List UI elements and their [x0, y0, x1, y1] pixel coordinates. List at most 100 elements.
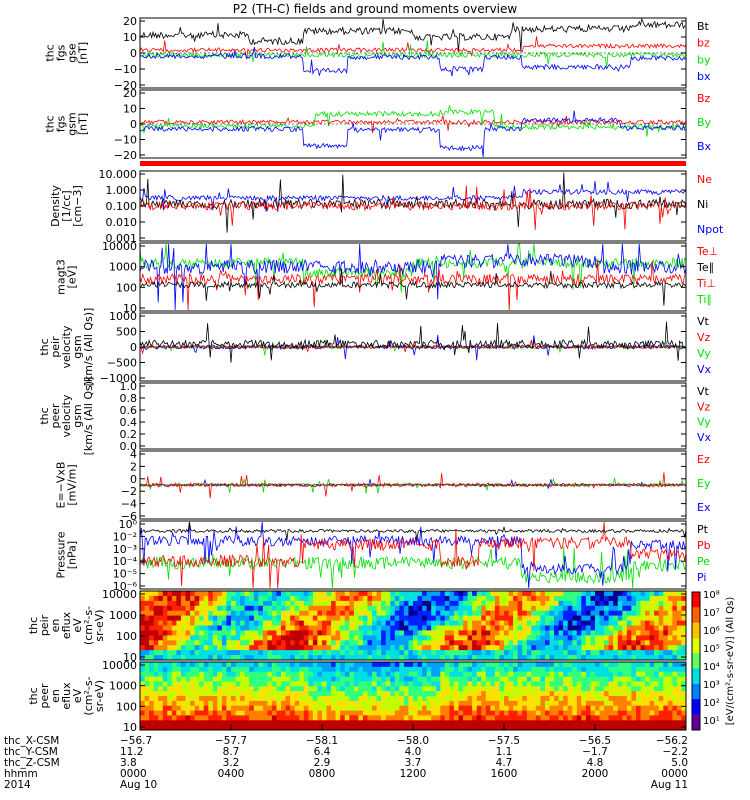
x-tick-label: 3.8 [120, 757, 137, 769]
panel-frame [139, 450, 687, 520]
y-tick-label: 1000 [109, 680, 137, 693]
colorbar: 10⁸ 10⁷ 10⁶ 10⁵ 10⁴ 10³ 10² 10¹ [eV/(cm²-s-sr-eV… [691, 590, 736, 731]
y-tick-label: 10 [123, 302, 137, 315]
legend-entry: Vy [697, 347, 711, 360]
y-axis-label: thc [27, 687, 40, 704]
y-tick-label: 10 [123, 721, 137, 734]
x-tick-label: 2.9 [314, 757, 331, 769]
x-row-label: thc_Z-CSM [4, 757, 60, 769]
panel-frame [139, 242, 687, 312]
x-tick-label: 5.0 [671, 757, 688, 769]
y-axis-label: eflux [60, 611, 73, 639]
trace-temp-green [139, 243, 687, 293]
y-axis-label: Density [49, 185, 62, 227]
legend-entry: Vt [697, 385, 710, 398]
panel-frame [139, 382, 687, 450]
y-tick-label: 0.2 [120, 428, 138, 441]
y-axis-label: velocity [60, 394, 73, 437]
y-tick-label: −20 [114, 149, 137, 162]
y-tick-label: 10000 [102, 659, 137, 672]
y-tick-label: −20 [114, 79, 137, 92]
y-axis-label: thc [38, 338, 51, 355]
colorbar-tick: 10⁷ [703, 608, 720, 619]
x-tick-label: 8.7 [223, 746, 240, 758]
legend-entry: Ey [697, 477, 711, 490]
trace-peir-vel-red [139, 339, 687, 355]
colorbar-tick: 10¹ [703, 716, 720, 727]
y-tick-label: 10⁻⁶ [113, 580, 138, 593]
panel-peer-vel: 1.00.80.60.40.20.0 thcpeervelocitygsm[km/… [38, 377, 712, 456]
x-tick-label: 0000 [661, 768, 688, 780]
legend-entry: bz [697, 37, 710, 50]
plot-title: P2 (TH-C) fields and ground moments over… [232, 2, 518, 16]
y-tick-label: 0.6 [120, 404, 138, 417]
trace-fgs-gse-blue [139, 46, 687, 77]
colorbar-tick: 10⁶ [703, 626, 720, 637]
y-tick-label: −6 [121, 510, 137, 523]
legend-entry: by [697, 53, 711, 66]
x-tick-label: 0000 [120, 768, 147, 780]
y-tick-label: 10000 [102, 588, 137, 601]
legend-entry: Vx [697, 431, 712, 444]
y-tick-label: −10 [114, 63, 137, 76]
trace-density-red [139, 185, 687, 230]
y-axis-label: peer [49, 403, 62, 429]
panel-density: 10.000 1.000 0.100 0.010 0.001 Density[1/cc][… [49, 168, 724, 245]
x-row-label: 2014 [4, 779, 31, 791]
y-axis-label: gse [66, 43, 79, 63]
y-tick-label: 10 [123, 103, 137, 116]
trace-fgs-gsm-green [139, 105, 687, 137]
x-row-label: hhmm [4, 768, 38, 780]
x-tick-label: −58.1 [306, 735, 338, 747]
x-tick-label: 6.4 [314, 746, 331, 758]
y-tick-label: 1000 [109, 261, 137, 274]
legend-entry: Vz [697, 331, 711, 344]
trace-fgs-gse-red [139, 36, 687, 60]
x-tick-label: −58.0 [397, 735, 429, 747]
y-axis-label: fgs [55, 44, 68, 61]
x-tick-label: −56.5 [579, 735, 611, 747]
y-tick-label: 10⁻⁵ [113, 568, 137, 581]
y-tick-label: −1000 [100, 372, 137, 385]
y-tick-label: 1000 [109, 609, 137, 622]
y-tick-label: 10.000 [99, 168, 138, 181]
x-tick-label: 4.0 [405, 746, 422, 758]
y-tick-label: 4 [130, 448, 137, 461]
x-tick-label: 0800 [309, 768, 336, 780]
y-axis-label: velocity [60, 325, 73, 368]
y-axis-label: en [49, 619, 62, 633]
y-axis-label: [mV/m] [66, 464, 79, 505]
legend-entry: Vz [697, 400, 711, 413]
y-tick-label: 1.000 [106, 184, 138, 197]
y-tick-label: 0.100 [106, 200, 138, 213]
y-axis-label: [nPa] [66, 541, 79, 569]
colorbar-tick: 10³ [703, 680, 720, 691]
legend-entry: Ne [697, 173, 712, 186]
y-axis-label: fgs [55, 115, 68, 132]
x-tick-label: 0400 [218, 768, 245, 780]
legend-entry: Vy [697, 416, 711, 429]
y-tick-label: 2 [130, 460, 137, 473]
x-tick-label: −56.7 [120, 735, 152, 747]
y-axis-label: [nT] [77, 42, 90, 64]
y-tick-label: −4 [121, 498, 137, 511]
legend-entry: By [697, 116, 712, 129]
legend-entry: Ni [697, 198, 708, 211]
y-axis-label: E=−VxB [55, 462, 68, 509]
y-tick-label: 20 [123, 15, 137, 28]
y-axis-label: [eV] [66, 266, 79, 289]
x-tick-label: Aug 10 [120, 779, 157, 791]
legend-entry: Vx [697, 363, 712, 376]
y-tick-label: 0.010 [106, 216, 138, 229]
y-tick-label: 100 [116, 700, 137, 713]
y-axis-label: gsm [71, 404, 84, 427]
y-axis-label: eV [71, 688, 84, 703]
x-tick-label: 1.1 [496, 746, 513, 758]
y-tick-label: −2 [121, 485, 137, 498]
colorbar-tick: 10⁸ [703, 590, 720, 601]
trace-fgs-gse-black [139, 17, 687, 52]
y-tick-label: 10000 [102, 240, 137, 253]
